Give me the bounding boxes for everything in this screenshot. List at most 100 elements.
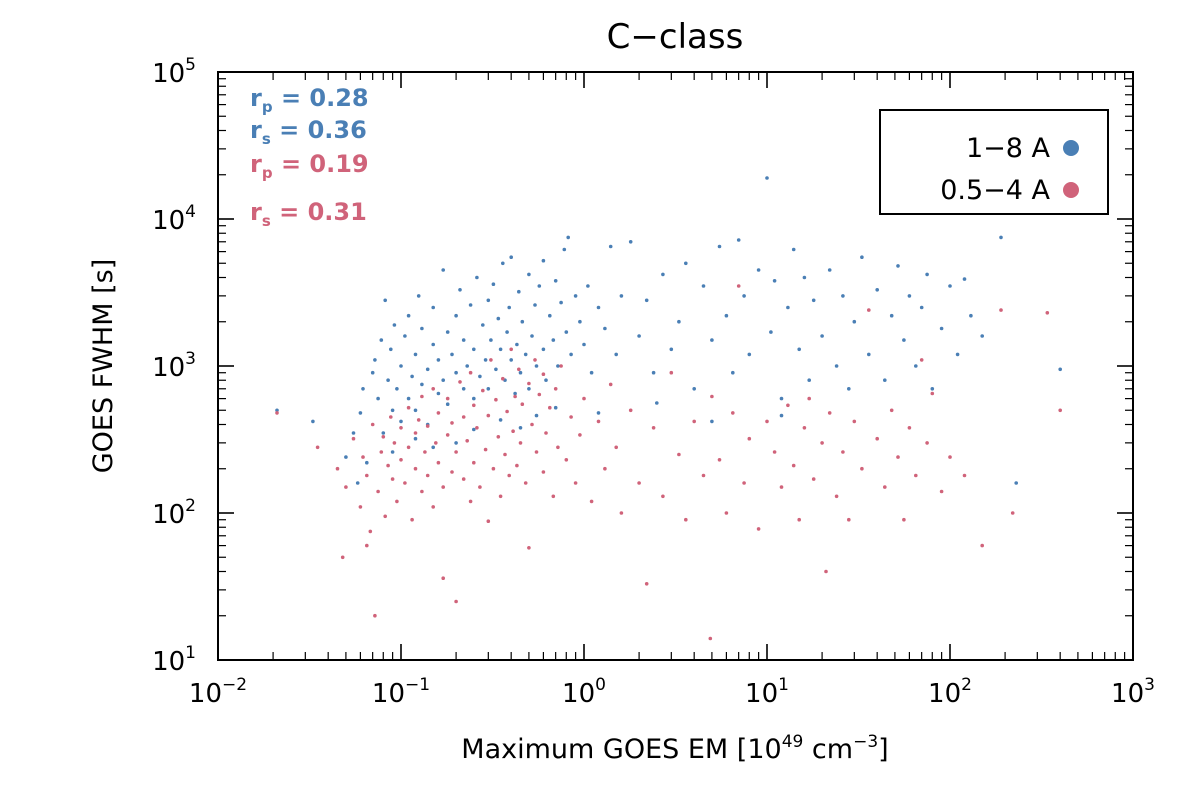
point-s0-75 <box>533 303 537 307</box>
point-s1-78 <box>523 481 528 485</box>
correlation-stat-3: rs = 0.31 <box>250 198 367 230</box>
point-s0-116 <box>747 352 752 357</box>
point-s0-96 <box>603 326 607 331</box>
point-s0-29 <box>425 367 430 372</box>
point-s1-2 <box>335 466 340 471</box>
point-s0-6 <box>365 460 369 465</box>
correlation-stat-2: rp = 0.19 <box>250 150 369 182</box>
point-s1-41 <box>441 576 446 580</box>
point-s1-106 <box>644 582 649 586</box>
point-s1-16 <box>386 463 390 468</box>
point-s0-45 <box>465 364 470 368</box>
legend-label-1: 0.5−4 A <box>940 175 1050 206</box>
point-s1-19 <box>392 441 397 445</box>
point-s1-142 <box>883 485 887 489</box>
point-s0-139 <box>896 264 900 268</box>
point-s0-72 <box>527 272 531 277</box>
point-s1-0 <box>275 411 279 415</box>
point-s0-27 <box>420 382 424 387</box>
point-s1-95 <box>573 481 578 485</box>
point-s0-65 <box>509 255 513 259</box>
y-tick-label: 101 <box>152 643 196 677</box>
points-layer <box>275 176 1062 641</box>
point-s1-121 <box>747 436 752 441</box>
point-s0-161 <box>472 427 476 432</box>
y-tick-label: 105 <box>152 55 196 89</box>
point-s0-103 <box>651 370 656 375</box>
point-s1-6 <box>358 505 363 509</box>
point-s1-31 <box>420 394 424 399</box>
point-s1-152 <box>948 455 952 459</box>
point-s1-83 <box>534 450 539 454</box>
point-s0-107 <box>684 261 688 266</box>
point-s1-94 <box>569 415 573 419</box>
point-s0-40 <box>454 313 458 318</box>
point-s0-22 <box>406 313 411 318</box>
point-s0-112 <box>724 313 729 318</box>
point-s0-143 <box>919 305 924 310</box>
point-s1-1 <box>315 445 320 450</box>
point-s0-37 <box>445 330 450 334</box>
point-s1-15 <box>383 514 388 519</box>
point-s1-113 <box>701 473 706 478</box>
point-s0-104 <box>661 272 665 277</box>
point-s0-137 <box>883 378 887 383</box>
point-s0-93 <box>586 284 590 288</box>
point-s1-30 <box>420 489 424 494</box>
point-s0-7 <box>370 370 375 375</box>
point-s0-101 <box>637 334 641 338</box>
point-s1-69 <box>505 409 509 414</box>
point-s0-147 <box>948 284 952 288</box>
point-s1-140 <box>867 308 871 312</box>
point-s1-149 <box>925 441 929 445</box>
point-s0-131 <box>841 294 845 298</box>
point-s0-85 <box>559 300 563 305</box>
point-s1-4 <box>344 485 348 489</box>
point-s0-157 <box>390 450 395 454</box>
point-s1-42 <box>445 433 450 437</box>
point-s0-126 <box>807 378 811 383</box>
point-s0-83 <box>553 279 558 283</box>
point-s0-73 <box>527 387 531 391</box>
point-s1-93 <box>564 458 569 462</box>
x-axis-label: Maximum GOES EM [1049 cm−3] <box>461 732 888 765</box>
point-s0-133 <box>852 319 857 324</box>
point-s0-119 <box>769 330 773 334</box>
point-s0-79 <box>541 258 546 263</box>
point-s0-38 <box>445 402 450 407</box>
legend-label-0: 1−8 A <box>966 133 1051 164</box>
point-s0-70 <box>520 319 525 324</box>
point-s1-17 <box>389 415 393 419</box>
point-s1-40 <box>441 485 446 489</box>
point-s0-18 <box>399 364 403 368</box>
point-s1-28 <box>413 466 418 471</box>
point-s1-117 <box>724 511 729 515</box>
point-s0-88 <box>566 235 570 240</box>
point-s0-62 <box>505 330 509 334</box>
point-s0-144 <box>925 272 929 277</box>
point-s0-149 <box>962 277 967 281</box>
point-s1-53 <box>468 370 473 375</box>
point-s1-34 <box>425 424 430 428</box>
point-s1-57 <box>478 485 482 489</box>
point-s0-134 <box>860 255 864 259</box>
point-s1-29 <box>416 418 421 422</box>
point-s0-159 <box>431 445 436 450</box>
point-s1-7 <box>361 455 365 459</box>
point-s0-23 <box>410 374 414 379</box>
x-tick-label: 102 <box>928 675 972 709</box>
point-s0-52 <box>483 358 488 362</box>
point-s1-36 <box>431 387 436 391</box>
correlation-stat-1: rs = 0.36 <box>250 116 367 148</box>
point-s1-58 <box>481 388 485 393</box>
point-s0-162 <box>498 418 503 422</box>
point-s0-140 <box>902 338 906 342</box>
point-s1-154 <box>980 543 984 548</box>
point-s1-20 <box>395 499 399 504</box>
point-s1-22 <box>399 458 403 462</box>
point-s0-86 <box>562 247 567 252</box>
series-1 <box>275 284 1062 641</box>
point-s0-99 <box>619 294 624 298</box>
point-s1-96 <box>578 433 582 437</box>
point-s0-141 <box>907 294 912 298</box>
